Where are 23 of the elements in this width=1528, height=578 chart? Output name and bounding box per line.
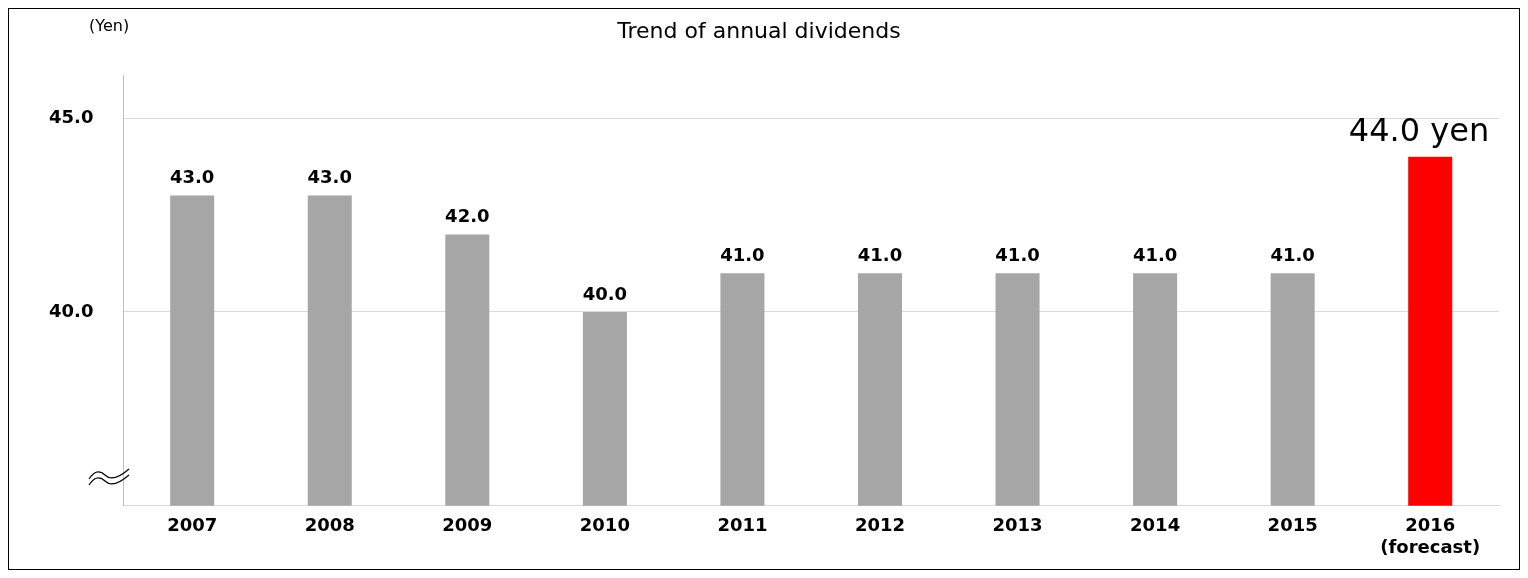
x-tick-label: 2010 [579,514,630,536]
data-label: 41.0 [720,243,765,265]
data-label: 41.0 [1270,243,1315,265]
data-label: 41.0 [857,243,903,265]
data-label: 43.0 [307,166,352,188]
data-label: 44.0 yen [1348,111,1490,150]
x-tick-label: 2007 [167,514,218,536]
x-tick-label: 2013 [992,514,1043,536]
x-tick-label: 2012 [854,514,906,536]
data-label: 43.0 [169,166,215,188]
x-tick-label: 2016 (forecast) [1380,514,1481,557]
x-tick-label: 2008 [304,514,355,536]
x-tick-label: 2011 [717,514,768,536]
y-tick-label: 45.0 [48,105,94,127]
data-label: 41.0 [995,243,1040,265]
data-label: 42.0 [445,205,490,227]
chart-title: Trend of annual dividends [616,17,901,43]
x-tick-label: 2014 [1130,514,1181,536]
x-tick-label: 2009 [442,514,493,536]
y-axis-title: (Yen) [89,16,130,36]
x-tick-label: 2015 [1267,514,1318,536]
data-label: 40.0 [582,282,628,304]
data-label: 41.0 [1132,243,1178,265]
